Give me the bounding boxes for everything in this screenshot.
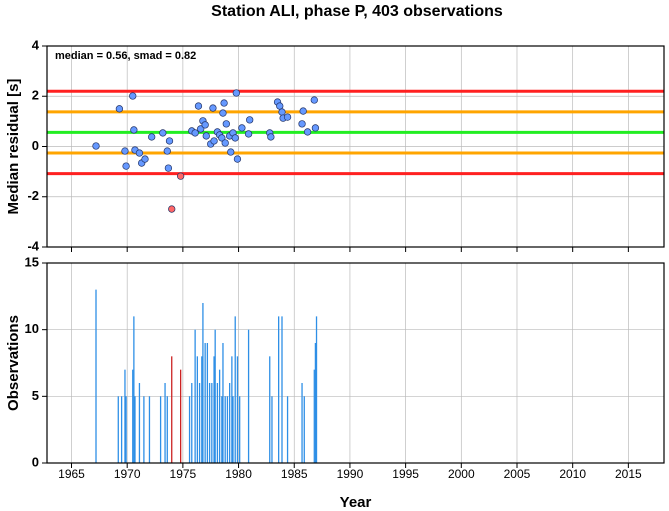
x-tick-label: 1975 bbox=[170, 467, 197, 481]
point bbox=[278, 108, 286, 116]
point bbox=[222, 120, 230, 128]
point bbox=[244, 130, 253, 138]
point bbox=[159, 129, 167, 137]
point bbox=[191, 129, 199, 137]
x-tick-label: 1990 bbox=[337, 467, 364, 481]
y-tick-label: 15 bbox=[25, 254, 39, 269]
point bbox=[122, 162, 130, 170]
point bbox=[194, 102, 203, 110]
point bbox=[165, 137, 174, 145]
plot-frame bbox=[46, 45, 665, 248]
y-tick-label: 0 bbox=[32, 138, 39, 153]
point bbox=[267, 133, 275, 141]
point bbox=[92, 142, 100, 150]
point bbox=[232, 89, 240, 97]
x-tick-label: 1985 bbox=[281, 467, 308, 481]
point bbox=[283, 113, 292, 121]
x-tick-label: 1995 bbox=[392, 467, 419, 481]
point bbox=[202, 132, 210, 140]
point bbox=[218, 134, 226, 142]
point bbox=[246, 116, 254, 124]
x-tick-label: 1970 bbox=[114, 467, 141, 481]
x-tick-label: 2005 bbox=[504, 467, 531, 481]
point bbox=[231, 134, 239, 142]
point bbox=[168, 205, 176, 213]
point bbox=[176, 172, 185, 180]
point bbox=[276, 102, 284, 110]
x-tick-label: 2000 bbox=[448, 467, 475, 481]
point bbox=[227, 148, 235, 156]
point bbox=[299, 107, 307, 115]
y-tick-label: 0 bbox=[32, 454, 39, 469]
x-axis-label: Year bbox=[340, 494, 372, 511]
point bbox=[238, 124, 246, 132]
point bbox=[298, 120, 306, 128]
y-tick-label: 2 bbox=[32, 88, 39, 103]
y-axis-label: Median residual [s] bbox=[5, 79, 22, 215]
point bbox=[130, 126, 138, 134]
point bbox=[219, 109, 227, 117]
point bbox=[209, 104, 217, 112]
point bbox=[141, 155, 149, 163]
point bbox=[129, 92, 137, 100]
point bbox=[303, 128, 312, 136]
y-tick-label: 5 bbox=[32, 388, 39, 403]
x-tick-label: 2010 bbox=[559, 467, 586, 481]
point bbox=[221, 139, 229, 147]
point bbox=[135, 149, 144, 157]
y-axis-label: Observations bbox=[5, 315, 22, 411]
chart-title: Station ALI, phase P, 403 observations bbox=[211, 3, 503, 20]
point bbox=[115, 105, 124, 113]
y-tick-label: 4 bbox=[32, 37, 40, 52]
point bbox=[163, 147, 171, 155]
point bbox=[164, 164, 173, 172]
y-tick-label: 10 bbox=[25, 321, 39, 336]
point bbox=[197, 125, 205, 133]
point bbox=[311, 124, 320, 132]
point bbox=[210, 137, 218, 145]
x-tick-label: 1980 bbox=[225, 467, 252, 481]
x-tick-label: 2015 bbox=[615, 467, 642, 481]
point bbox=[201, 121, 209, 129]
point bbox=[121, 147, 129, 155]
plot-frame bbox=[46, 262, 665, 464]
y-tick-label: -2 bbox=[27, 188, 39, 203]
annotation: median = 0.56, smad = 0.82 bbox=[55, 50, 196, 62]
point bbox=[148, 133, 156, 141]
x-tick-label: 1965 bbox=[58, 467, 85, 481]
point bbox=[310, 96, 318, 104]
point bbox=[220, 99, 228, 107]
y-tick-label: -4 bbox=[27, 238, 39, 253]
point bbox=[233, 155, 242, 163]
